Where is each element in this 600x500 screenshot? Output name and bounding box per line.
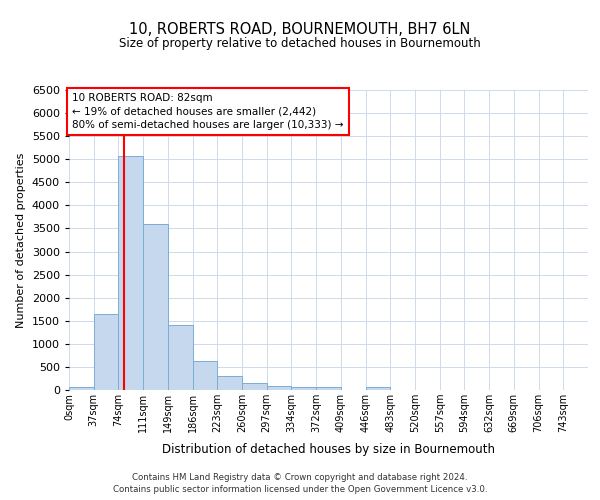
Bar bbox=[292, 388, 316, 390]
Bar bbox=[143, 224, 168, 390]
Bar bbox=[267, 386, 292, 390]
Bar bbox=[242, 383, 267, 390]
Text: 10 ROBERTS ROAD: 82sqm
← 19% of detached houses are smaller (2,442)
80% of semi-: 10 ROBERTS ROAD: 82sqm ← 19% of detached… bbox=[73, 93, 344, 130]
Bar bbox=[69, 386, 94, 390]
Text: 10, ROBERTS ROAD, BOURNEMOUTH, BH7 6LN: 10, ROBERTS ROAD, BOURNEMOUTH, BH7 6LN bbox=[130, 22, 470, 38]
Text: Size of property relative to detached houses in Bournemouth: Size of property relative to detached ho… bbox=[119, 38, 481, 51]
Text: Contains HM Land Registry data © Crown copyright and database right 2024.: Contains HM Land Registry data © Crown c… bbox=[132, 472, 468, 482]
Bar bbox=[316, 387, 341, 390]
Bar bbox=[94, 314, 118, 390]
Text: Distribution of detached houses by size in Bournemouth: Distribution of detached houses by size … bbox=[162, 442, 496, 456]
Bar bbox=[193, 362, 217, 390]
Bar bbox=[118, 156, 143, 390]
Bar bbox=[168, 325, 193, 390]
Text: Contains public sector information licensed under the Open Government Licence v3: Contains public sector information licen… bbox=[113, 485, 487, 494]
Bar bbox=[365, 387, 390, 390]
Y-axis label: Number of detached properties: Number of detached properties bbox=[16, 152, 26, 328]
Bar bbox=[217, 376, 242, 390]
